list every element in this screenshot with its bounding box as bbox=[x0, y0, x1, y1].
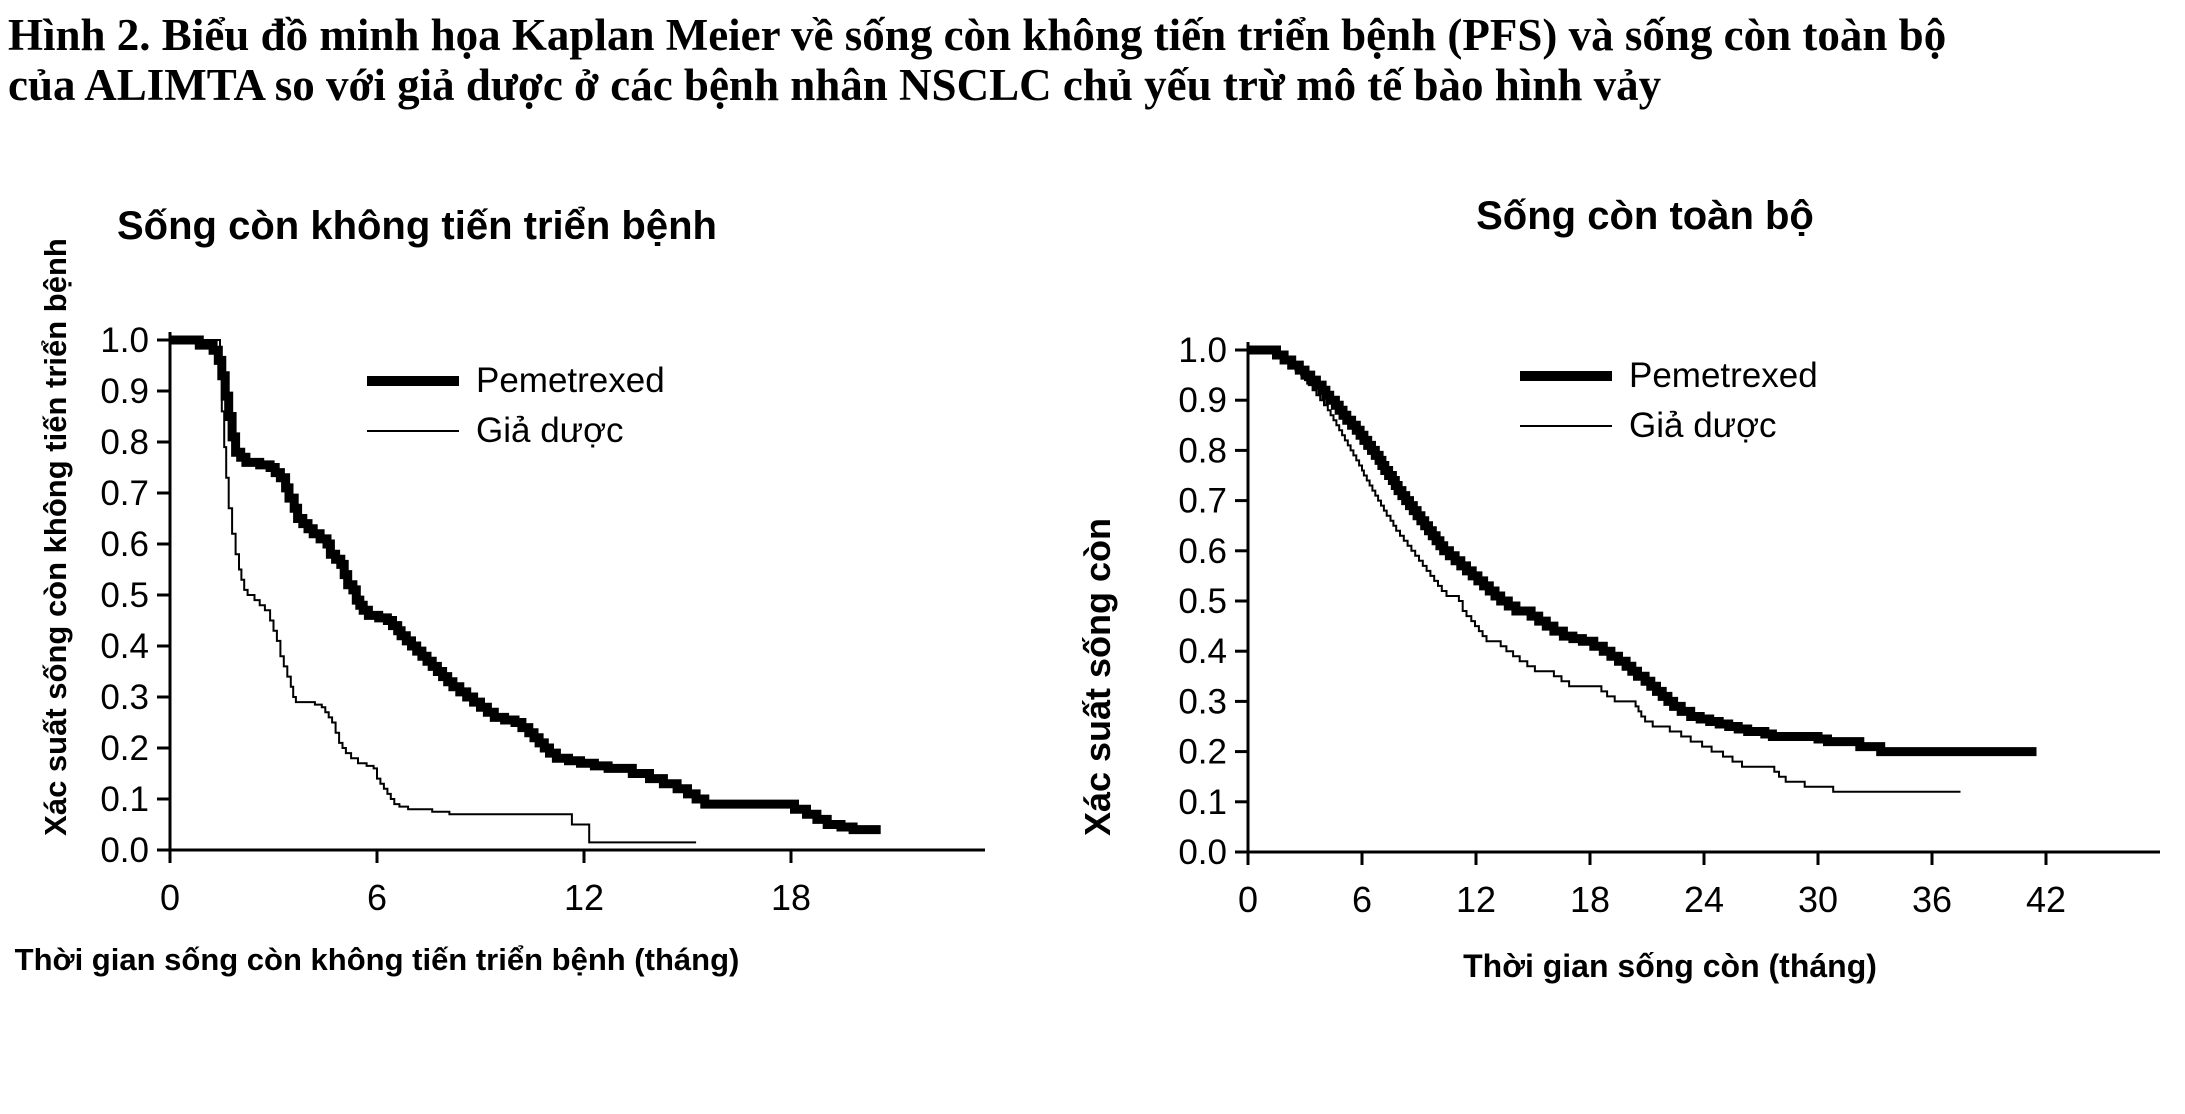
os-legend-label-placebo: Giả dược bbox=[1629, 406, 1777, 445]
pfs-x-tick-label: 6 bbox=[367, 877, 387, 918]
os-x-tick-label: 6 bbox=[1352, 879, 1372, 920]
pfs-y-axis-title: Xác suất sống còn không tiến triển bệnh bbox=[38, 238, 73, 836]
os-x-tick-label: 24 bbox=[1684, 879, 1724, 920]
pfs-x-axis-title: Thời gian sống còn không tiến triển bệnh… bbox=[14, 942, 740, 977]
os-legend-label-pemetrexed: Pemetrexed bbox=[1629, 356, 1818, 395]
os-y-axis-title: Xác suất sống còn bbox=[1077, 517, 1118, 837]
pfs-y-tick-label: 0.6 bbox=[100, 525, 149, 564]
pfs-legend-row-pemetrexed: Pemetrexed bbox=[367, 356, 665, 406]
pfs-legend: Pemetrexed Giả dược bbox=[367, 356, 665, 456]
pfs-legend-label-pemetrexed: Pemetrexed bbox=[476, 361, 665, 400]
pfs-placebo-curve bbox=[170, 339, 697, 844]
os-y-tick-label: 0.9 bbox=[1178, 381, 1227, 420]
os-pemetrexed-curve bbox=[1248, 345, 2037, 757]
os-y-tick-label: 0.5 bbox=[1178, 582, 1227, 621]
os-chart-title: Sống còn toàn bộ bbox=[1476, 194, 1814, 238]
os-y-tick-label: 0.7 bbox=[1178, 482, 1227, 521]
os-x-tick-label: 30 bbox=[1798, 879, 1838, 920]
pfs-y-tick-label: 0.8 bbox=[100, 423, 149, 462]
pfs-y-tick-label: 0.3 bbox=[100, 678, 149, 717]
pfs-legend-label-placebo: Giả dược bbox=[476, 411, 624, 450]
os-chart: 1.0 0.9 0.8 0.7 0.6 0.5 0.4 0.3 0.2 0.1 0.0 0 6 12 18 2… bbox=[1060, 120, 2185, 1020]
pfs-x-tick-label: 12 bbox=[564, 877, 604, 918]
os-y-tick-label: 0.2 bbox=[1178, 733, 1227, 772]
os-y-tick-label: 0.1 bbox=[1178, 783, 1227, 822]
thick-line-sample-icon bbox=[1520, 371, 1612, 381]
os-x-tick-label: 36 bbox=[1912, 879, 1952, 920]
os-y-tick-label: 0.8 bbox=[1178, 431, 1227, 470]
os-x-axis-title: Thời gian sống còn (tháng) bbox=[1463, 948, 1877, 984]
pfs-legend-row-placebo: Giả dược bbox=[367, 406, 665, 456]
pfs-pemetrexed-curve bbox=[170, 335, 881, 835]
thick-line-sample-icon bbox=[367, 376, 459, 386]
pfs-y-tick-label: 0.4 bbox=[100, 627, 149, 666]
pfs-y-tick-label: 1.0 bbox=[100, 321, 149, 360]
figure-caption-line-2: của ALIMTA so với giả dược ở các bệnh nh… bbox=[8, 60, 1662, 110]
thin-line-sample-icon bbox=[1520, 425, 1612, 427]
pfs-x-tick-label: 18 bbox=[771, 877, 811, 918]
figure-caption: Hình 2. Biểu đồ minh họa Kaplan Meier về… bbox=[8, 10, 2183, 110]
pfs-y-tick-label: 0.1 bbox=[100, 780, 149, 819]
os-x-tick-label: 0 bbox=[1238, 879, 1258, 920]
pfs-y-tick-label: 0.9 bbox=[100, 372, 149, 411]
os-x-tick-label: 18 bbox=[1570, 879, 1610, 920]
os-y-tick-label: 0.4 bbox=[1178, 632, 1227, 671]
os-plot-area: 1.0 0.9 0.8 0.7 0.6 0.5 0.4 0.3 0.2 0.1 0.0 0 6 12 18 2… bbox=[1178, 331, 2160, 920]
thin-line-sample-icon bbox=[367, 430, 459, 432]
os-legend-row-placebo: Giả dược bbox=[1520, 401, 1818, 451]
pfs-y-tick-label: 0.2 bbox=[100, 729, 149, 768]
pfs-y-tick-label: 0.0 bbox=[100, 831, 149, 870]
os-x-tick-label: 42 bbox=[2026, 879, 2066, 920]
os-x-tick-label: 12 bbox=[1456, 879, 1496, 920]
os-legend-row-pemetrexed: Pemetrexed bbox=[1520, 351, 1818, 401]
pfs-x-tick-label: 0 bbox=[160, 877, 180, 918]
os-y-tick-label: 1.0 bbox=[1178, 331, 1227, 370]
figure-caption-line-1: Hình 2. Biểu đồ minh họa Kaplan Meier về… bbox=[8, 10, 1947, 60]
os-y-tick-label: 0.0 bbox=[1178, 833, 1227, 872]
os-y-tick-label: 0.6 bbox=[1178, 532, 1227, 571]
pfs-plot-area: 1.0 0.9 0.8 0.7 0.6 0.5 0.4 0.3 0.2 0.1 0.0 0 6 12 18 bbox=[100, 321, 985, 918]
os-legend: Pemetrexed Giả dược bbox=[1520, 351, 1818, 451]
os-y-tick-label: 0.3 bbox=[1178, 682, 1227, 721]
os-placebo-curve bbox=[1248, 349, 1961, 793]
pfs-y-tick-label: 0.5 bbox=[100, 576, 149, 615]
pfs-chart: 1.0 0.9 0.8 0.7 0.6 0.5 0.4 0.3 0.2 0.1 0.0 0 6 12 18 … bbox=[15, 120, 1040, 1020]
pfs-chart-title: Sống còn không tiến triển bệnh bbox=[117, 204, 717, 248]
pfs-y-tick-label: 0.7 bbox=[100, 474, 149, 513]
